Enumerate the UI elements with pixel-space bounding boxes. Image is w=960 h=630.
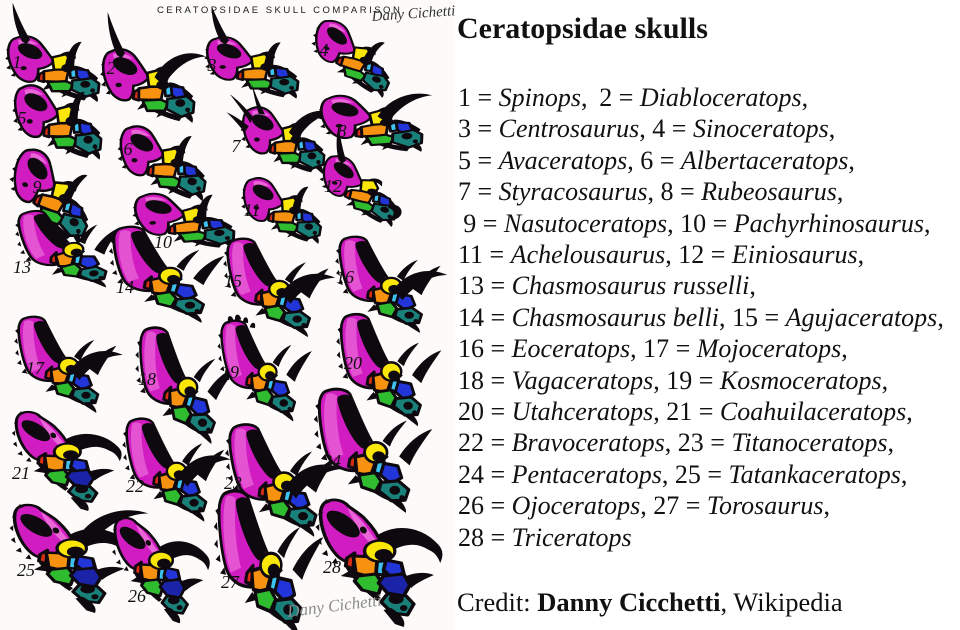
- svg-text:8: 8: [338, 121, 347, 141]
- svg-text:17: 17: [26, 358, 45, 378]
- svg-text:23: 23: [224, 473, 242, 493]
- svg-text:2: 2: [107, 58, 116, 78]
- svg-text:28: 28: [323, 557, 341, 577]
- svg-text:26: 26: [128, 586, 146, 606]
- svg-text:5: 5: [18, 108, 27, 128]
- svg-text:27: 27: [221, 572, 240, 592]
- svg-text:15: 15: [224, 271, 242, 291]
- svg-text:13: 13: [13, 257, 31, 277]
- svg-text:4: 4: [320, 40, 329, 60]
- svg-text:19: 19: [221, 362, 239, 382]
- svg-text:25: 25: [17, 560, 35, 580]
- svg-text:10: 10: [154, 232, 172, 252]
- svg-text:11: 11: [244, 200, 261, 220]
- svg-text:1: 1: [13, 52, 22, 72]
- svg-text:21: 21: [12, 463, 30, 483]
- svg-text:20: 20: [344, 353, 362, 373]
- svg-text:9: 9: [33, 177, 42, 197]
- svg-text:14: 14: [116, 277, 134, 297]
- svg-text:12: 12: [324, 176, 342, 196]
- svg-text:6: 6: [124, 139, 133, 159]
- svg-text:Dany Cichetti: Dany Cichetti: [285, 591, 383, 622]
- svg-text:16: 16: [336, 267, 354, 287]
- svg-text:7: 7: [232, 136, 242, 156]
- svg-text:3: 3: [207, 55, 217, 75]
- svg-text:CERATOPSIDAE SKULL COMPARISON: CERATOPSIDAE SKULL COMPARISON: [157, 5, 402, 16]
- svg-text:22: 22: [126, 476, 144, 496]
- svg-text:Dany Cichetti: Dany Cichetti: [370, 3, 456, 25]
- svg-text:24: 24: [323, 451, 341, 471]
- svg-text:18: 18: [138, 369, 156, 389]
